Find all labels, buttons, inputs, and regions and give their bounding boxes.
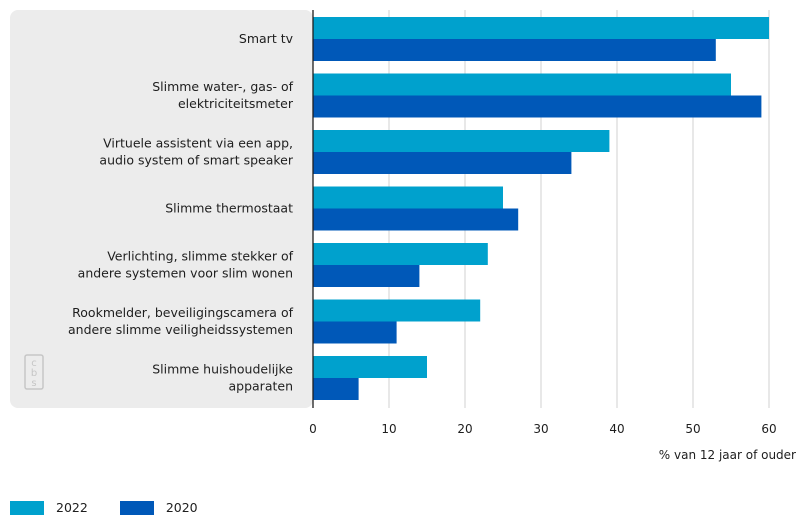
category-label: andere slimme veiligheidssystemen bbox=[68, 322, 293, 337]
bar-2020-6 bbox=[313, 378, 359, 400]
x-tick-label: 0 bbox=[309, 422, 317, 436]
category-label: Verlichting, slimme stekker of bbox=[107, 249, 293, 264]
category-label: Slimme huishoudelijke bbox=[152, 362, 293, 377]
category-label: Slimme thermostaat bbox=[165, 201, 293, 216]
legend-label-2022: 2022 bbox=[56, 500, 88, 515]
x-tick-label: 60 bbox=[761, 422, 776, 436]
bar-2022-2 bbox=[313, 130, 610, 152]
bar-2022-1 bbox=[313, 73, 731, 96]
svg-text:b: b bbox=[31, 368, 37, 379]
bar-2020-1 bbox=[313, 95, 762, 118]
category-panel bbox=[10, 10, 313, 408]
svg-text:s: s bbox=[31, 378, 36, 389]
legend-item-2020: 2020 bbox=[119, 500, 198, 515]
category-label: andere systemen voor slim wonen bbox=[78, 266, 293, 281]
category-label: Smart tv bbox=[239, 31, 294, 46]
bar-2020-2 bbox=[313, 152, 572, 174]
x-tick-label: 50 bbox=[685, 422, 700, 436]
x-axis-title: % van 12 jaar of ouder bbox=[659, 448, 796, 462]
bar-2020-5 bbox=[313, 321, 397, 344]
bar-2020-3 bbox=[313, 208, 519, 231]
x-tick-label: 30 bbox=[533, 422, 548, 436]
category-label: apparaten bbox=[228, 379, 293, 394]
cbs-logo-icon: c b s bbox=[24, 354, 44, 390]
legend-swatch-2020 bbox=[119, 500, 154, 515]
bar-2022-5 bbox=[313, 299, 481, 322]
bar-2022-4 bbox=[313, 243, 488, 265]
legend-swatch-2022 bbox=[10, 500, 44, 515]
x-tick-label: 10 bbox=[381, 422, 396, 436]
category-label: audio system of smart speaker bbox=[99, 153, 293, 168]
x-tick-label: 20 bbox=[457, 422, 472, 436]
bar-2022-3 bbox=[313, 186, 503, 209]
x-tick-labels: 0 10 20 30 40 50 60 bbox=[309, 422, 776, 436]
legend-item-2022: 2022 bbox=[10, 500, 88, 515]
category-label: Rookmelder, beveiligingscamera of bbox=[72, 305, 293, 320]
category-label: Slimme water-, gas- of bbox=[152, 79, 293, 94]
category-labels: Smart tv Slimme water-, gas- of elektricit… bbox=[68, 31, 294, 394]
x-tick-label: 40 bbox=[609, 422, 624, 436]
legend: 2022 2020 bbox=[10, 500, 198, 515]
bar-2020-4 bbox=[313, 265, 420, 287]
bar-2022-6 bbox=[313, 356, 427, 378]
svg-text:c: c bbox=[31, 358, 37, 369]
bars bbox=[313, 17, 769, 400]
legend-label-2020: 2020 bbox=[165, 500, 198, 515]
bar-2022-0 bbox=[313, 17, 769, 39]
category-label: Virtuele assistent via een app, bbox=[103, 136, 293, 151]
bar-2020-0 bbox=[313, 39, 716, 61]
category-label: elektriciteitsmeter bbox=[178, 96, 294, 111]
